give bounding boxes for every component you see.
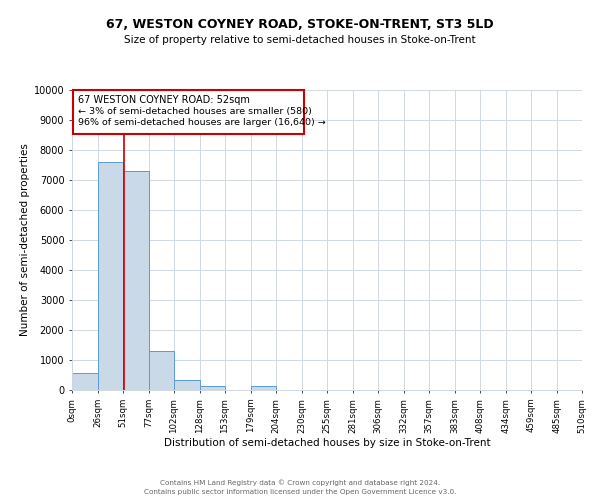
Text: Contains public sector information licensed under the Open Government Licence v3: Contains public sector information licen… (144, 489, 456, 495)
Text: Contains HM Land Registry data © Crown copyright and database right 2024.: Contains HM Land Registry data © Crown c… (160, 480, 440, 486)
Bar (149, 351, 174, 390)
Bar (72, 372, 98, 390)
Y-axis label: Number of semi-detached properties: Number of semi-detached properties (20, 144, 29, 336)
Bar (123, 171, 149, 390)
Text: 67 WESTON COYNEY ROAD: 52sqm: 67 WESTON COYNEY ROAD: 52sqm (78, 96, 250, 106)
Text: ← 3% of semi-detached houses are smaller (580): ← 3% of semi-detached houses are smaller… (78, 107, 312, 116)
Bar (174, 380, 200, 390)
Text: Size of property relative to semi-detached houses in Stoke-on-Trent: Size of property relative to semi-detach… (124, 35, 476, 45)
Text: 67, WESTON COYNEY ROAD, STOKE-ON-TRENT, ST3 5LD: 67, WESTON COYNEY ROAD, STOKE-ON-TRENT, … (106, 18, 494, 30)
Bar (251, 386, 276, 390)
Text: 96% of semi-detached houses are larger (16,640) →: 96% of semi-detached houses are larger (… (78, 118, 326, 127)
X-axis label: Distribution of semi-detached houses by size in Stoke-on-Trent: Distribution of semi-detached houses by … (164, 438, 490, 448)
Bar (98, 162, 123, 390)
Bar (200, 386, 225, 390)
FancyBboxPatch shape (73, 90, 304, 134)
